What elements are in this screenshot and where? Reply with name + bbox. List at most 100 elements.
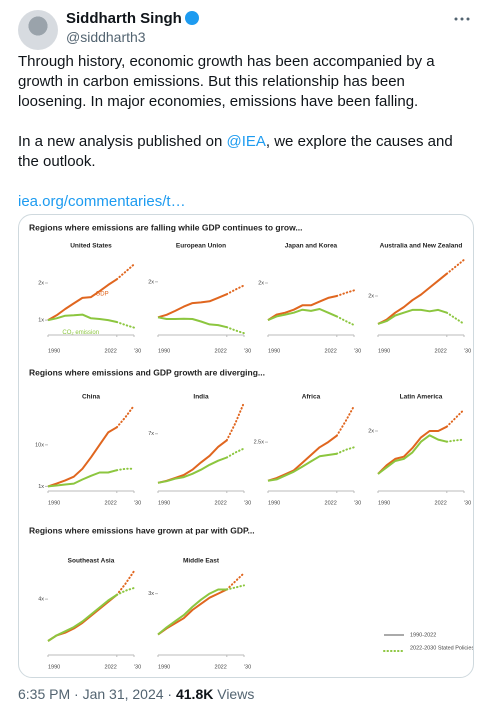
- y-tick-label: 2x: [368, 293, 374, 299]
- series-line: [377, 272, 448, 325]
- y-tick-label: 2x: [368, 428, 374, 434]
- panel-title: India: [193, 394, 209, 401]
- avatar[interactable]: [18, 10, 58, 50]
- series-line: [377, 425, 448, 475]
- x-tick-label: 2022: [435, 348, 447, 354]
- views-label: Views: [217, 686, 255, 702]
- views-count: 41.8K: [175, 686, 214, 702]
- series-line: [157, 588, 227, 636]
- x-tick-label: 1990: [378, 500, 390, 506]
- scenario-line: [225, 584, 245, 591]
- scenario-line: [225, 326, 245, 335]
- panel-title: Japan and Korea: [285, 243, 338, 250]
- series-label: CO₂ emission: [62, 330, 99, 336]
- timestamp[interactable]: 6:35 PM · Jan 31, 2024 ·: [18, 686, 176, 702]
- x-tick-label: 2022: [435, 500, 447, 506]
- x-tick-label: 1990: [48, 348, 60, 354]
- y-tick-label: 2x: [38, 280, 44, 286]
- series-line: [157, 293, 228, 319]
- panel-title: China: [82, 394, 100, 401]
- author-name[interactable]: Siddharth Singh: [66, 10, 182, 27]
- scenario-line: [225, 572, 245, 591]
- more-menu[interactable]: [454, 16, 470, 22]
- section-title: Regions where emissions are falling whil…: [29, 222, 302, 232]
- y-tick-label: 10x: [35, 442, 44, 448]
- x-tick-label: 1990: [268, 348, 280, 354]
- scenario-line: [445, 408, 465, 428]
- x-tick-label: 1990: [158, 500, 170, 506]
- x-tick-label: 1990: [158, 664, 170, 670]
- x-tick-label: '30: [244, 664, 251, 670]
- link[interactable]: iea.org/commentaries/t…: [18, 193, 186, 210]
- series-line: [157, 456, 228, 484]
- scenario-line: [335, 446, 355, 455]
- section-title: Regions where emissions and GDP growth a…: [29, 367, 265, 377]
- x-tick-label: 1990: [48, 500, 60, 506]
- tweet-text: Through history, economic growth has bee…: [18, 52, 476, 232]
- x-tick-label: '30: [464, 500, 471, 506]
- text: In a new analysis published on: [18, 133, 227, 150]
- x-tick-label: '30: [244, 348, 251, 354]
- x-tick-label: '30: [134, 500, 141, 506]
- series-line: [157, 588, 228, 636]
- series-label: GDP: [96, 292, 109, 298]
- mention[interactable]: @IEA: [226, 133, 266, 150]
- scenario-line: [225, 284, 245, 296]
- x-tick-label: 2022: [105, 664, 117, 670]
- scenario-line: [335, 405, 355, 437]
- scenario-line: [115, 263, 135, 281]
- x-tick-label: 1990: [378, 348, 390, 354]
- scenario-line: [335, 289, 355, 297]
- scenario-line: [335, 315, 355, 326]
- x-tick-label: 2022: [215, 664, 227, 670]
- text: , we explore the causes and the outlook.: [18, 133, 453, 170]
- verified-badge: [184, 11, 199, 25]
- paragraph: Through history, economic growth has bee…: [18, 53, 435, 110]
- x-tick-label: 1990: [158, 348, 170, 354]
- scenario-line: [445, 258, 465, 275]
- paragraph: In a new analysis published on @IEA, we …: [18, 132, 476, 172]
- scenario-line: [115, 467, 135, 472]
- series-line: [47, 594, 118, 642]
- y-tick-label: 2x: [258, 280, 264, 286]
- panel-title: Africa: [302, 394, 321, 401]
- series-line: [377, 434, 448, 475]
- y-tick-label: 7x: [148, 431, 154, 437]
- x-tick-label: '30: [244, 500, 251, 506]
- x-tick-label: 2022: [105, 500, 117, 506]
- x-tick-label: 2022: [325, 348, 337, 354]
- x-tick-label: 2022: [215, 500, 227, 506]
- x-tick-label: 2022: [215, 348, 227, 354]
- series-line: [47, 278, 118, 321]
- series-line: [267, 434, 338, 482]
- y-tick-label: 1x: [38, 484, 44, 490]
- x-tick-label: '30: [134, 348, 141, 354]
- x-tick-label: 2022: [325, 500, 337, 506]
- legend-label: 1990-2022: [410, 632, 436, 638]
- y-tick-label: 2.5x: [254, 440, 265, 446]
- x-tick-label: 1990: [268, 500, 280, 506]
- section-title: Regions where emissions have grown at pa…: [29, 525, 255, 535]
- scenario-line: [115, 404, 135, 429]
- scenario-line: [115, 587, 135, 596]
- series-line: [267, 452, 337, 482]
- x-tick-label: '30: [354, 348, 361, 354]
- footer: 6:35 PM · Jan 31, 2024 · 41.8K Views: [18, 686, 254, 702]
- series-line: [377, 308, 448, 325]
- handle[interactable]: @siddharth3: [66, 29, 146, 45]
- scenario-line: [115, 321, 135, 329]
- x-tick-label: 1990: [48, 664, 60, 670]
- series-line: [47, 426, 118, 488]
- author[interactable]: Siddharth Singh: [66, 10, 199, 27]
- panel-title: Latin America: [400, 394, 443, 401]
- legend-label: 2022-2030 Stated Policies Scenario: [410, 645, 473, 651]
- figure: Regions where emissions are falling whil…: [29, 222, 473, 670]
- scenario-line: [225, 401, 245, 442]
- y-tick-label: 3x: [148, 591, 154, 597]
- scenario-line: [115, 570, 135, 596]
- series-line: [157, 316, 228, 329]
- media[interactable]: Regions where emissions are falling whil…: [18, 214, 474, 678]
- series-line: [47, 313, 118, 323]
- panel-title: Middle East: [183, 558, 220, 565]
